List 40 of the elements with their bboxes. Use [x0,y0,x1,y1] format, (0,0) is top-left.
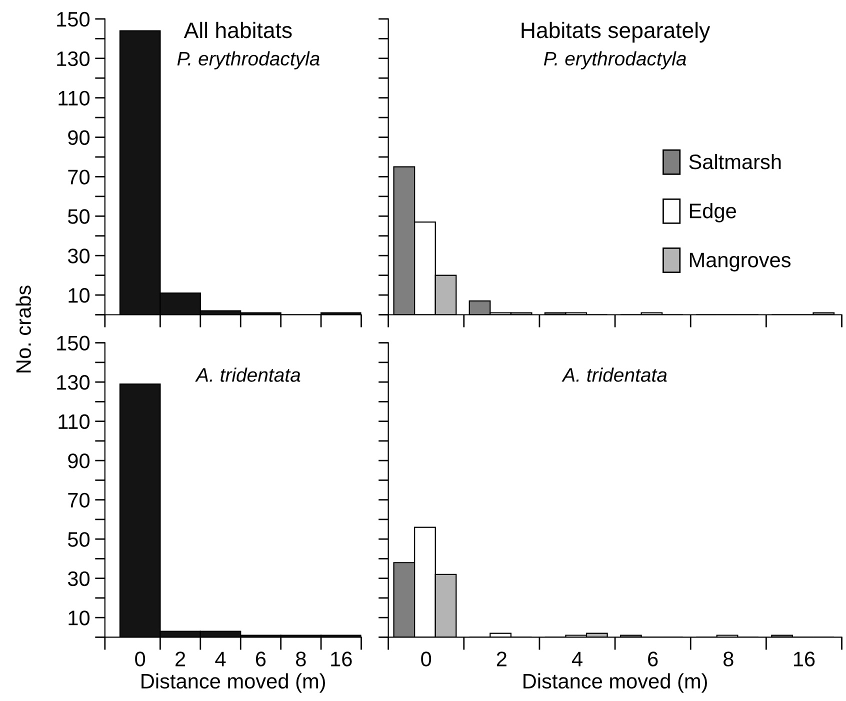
x-axis-title: Distance moved (m) [524,673,707,693]
y-tick-label: 110 [58,414,90,430]
y-tick-label: 150 [57,12,90,27]
y-tick-label: 50 [68,532,90,547]
y-tick-label: 30 [68,571,90,586]
text: P. erythrodactyla [544,51,686,70]
text: A. tridentata [562,368,667,382]
x-tick-label: 0 [135,652,146,666]
x-tick-label: 16 [331,652,352,666]
x-tick-label: 6 [256,652,266,666]
text: P. erythrodactyla [177,51,320,70]
y-tick-label: 50 [68,209,90,224]
legend-label: Edge [690,203,736,222]
x-tick-label: 2 [496,652,506,666]
x-tick-label: 4 [215,652,226,666]
y-tick-label: 10 [68,288,90,303]
x-axis-title: Distance moved (m) [142,673,325,693]
y-tick-label: 10 [68,610,90,626]
x-tick-label: 6 [648,652,658,666]
chart-title: All habitats [184,22,292,38]
x-tick-label: 16 [794,652,815,666]
y-tick-label: 90 [68,454,90,468]
y-tick-label: 150 [57,336,90,351]
y-axis-title: No. crabs [16,286,31,372]
x-tick-label: 0 [421,652,432,666]
y-tick-label: 130 [57,375,90,390]
y-tick-label: 70 [68,170,90,184]
text: A. tridentata [195,368,300,382]
legend-label: Mangroves [690,252,791,272]
x-tick-label: 2 [176,652,186,666]
legend-label: Saltmarsh [689,154,781,170]
y-tick-label: 30 [68,248,90,264]
y-tick-label: 90 [68,130,90,146]
y-tick-label: 70 [68,492,90,508]
y-tick-label: 110 [58,90,90,106]
chart-title: Habitats separately [522,22,710,43]
x-tick-label: 8 [724,652,734,666]
x-tick-label: 4 [572,652,582,666]
x-tick-label: 8 [296,652,306,666]
y-tick-label: 130 [57,51,90,66]
